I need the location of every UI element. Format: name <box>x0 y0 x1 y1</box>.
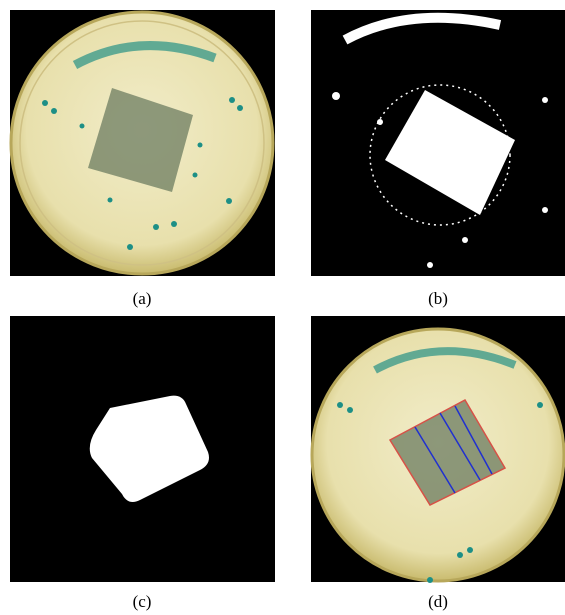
panel-a <box>10 10 275 276</box>
page: (a) (b) (c) (d) (() => { const data = JS… <box>0 0 565 615</box>
panel-d <box>311 316 565 583</box>
panel-b <box>311 10 565 276</box>
figure: (a) (b) (c) (d) <box>0 0 565 615</box>
caption: (b) <box>428 289 448 308</box>
caption: (c) <box>133 592 152 611</box>
caption: (a) <box>133 289 152 308</box>
caption: (d) <box>428 592 448 611</box>
panel-c <box>10 316 275 582</box>
